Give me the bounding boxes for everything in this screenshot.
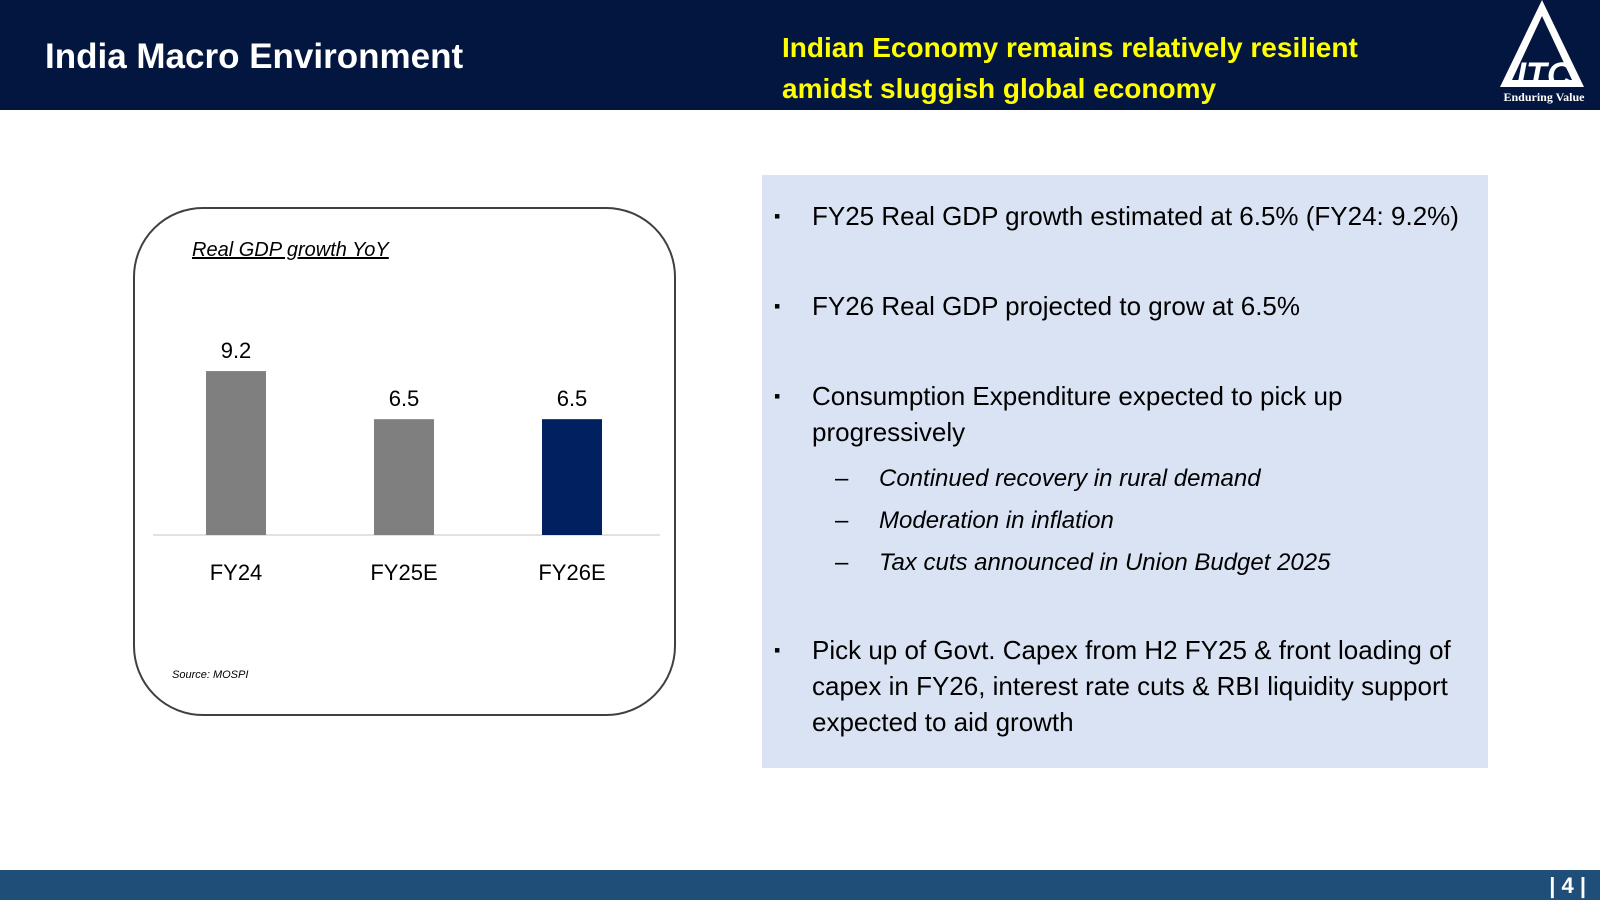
itc-logo: ITC Enduring Value <box>1488 0 1600 110</box>
bullet-text: Consumption Expenditure expected to pick… <box>812 381 1343 447</box>
bullet-text: Pick up of Govt. Capex from H2 FY25 & fr… <box>812 635 1451 737</box>
logo-text: Enduring Value <box>1503 90 1585 104</box>
bullet-capex: ▪ Pick up of Govt. Capex from H2 FY25 & … <box>774 632 1472 740</box>
tick-label-fy25e: FY25E <box>370 560 437 585</box>
tagline: Indian Economy remains relatively resili… <box>782 27 1422 109</box>
sub-bullet-marker: – <box>835 507 849 534</box>
sub-bullet-marker: – <box>835 549 849 576</box>
sub-bullet-rural-demand: – Continued recovery in rural demand <box>835 465 1261 493</box>
itc-logo-icon: ITC <box>1500 0 1584 90</box>
sub-bullet-text: Continued recovery in rural demand <box>879 465 1261 492</box>
bullet-marker: ▪ <box>774 386 781 406</box>
bullet-marker: ▪ <box>774 296 781 316</box>
tagline-line-1: Indian Economy remains relatively resili… <box>782 32 1358 63</box>
bullet-marker: ▪ <box>774 640 781 660</box>
page-number: | 4 | <box>1549 873 1586 898</box>
header-bar: India Macro Environment Indian Economy r… <box>0 0 1600 110</box>
bar-fy24 <box>206 371 266 535</box>
sub-bullet-tax-cuts: – Tax cuts announced in Union Budget 202… <box>835 549 1331 577</box>
svg-text:ITC: ITC <box>1517 56 1572 90</box>
data-label-fy25e: 6.5 <box>389 386 420 411</box>
commentary-panel: ▪ FY25 Real GDP growth estimated at 6.5%… <box>762 175 1488 768</box>
footer-bar: | 4 | <box>0 870 1600 900</box>
tick-label-fy26e: FY26E <box>538 560 605 585</box>
bullet-consumption: ▪ Consumption Expenditure expected to pi… <box>774 378 1472 450</box>
bullet-gdp-fy25: ▪ FY25 Real GDP growth estimated at 6.5%… <box>774 198 1472 234</box>
sub-bullet-text: Moderation in inflation <box>879 507 1114 534</box>
bullet-marker: ▪ <box>774 206 781 226</box>
chart-source: Source: MOSPI <box>172 669 249 681</box>
bar-fy26e <box>542 419 602 535</box>
page-title: India Macro Environment <box>45 37 464 76</box>
bullet-text: FY25 Real GDP growth estimated at 6.5% (… <box>812 201 1459 231</box>
bullet-gdp-fy26: ▪ FY26 Real GDP projected to grow at 6.5… <box>774 288 1472 324</box>
sub-bullet-inflation: – Moderation in inflation <box>835 507 1114 535</box>
gdp-chart-card: Real GDP growth YoY 9.2 FY24 6.5 FY25E 6.5 FY… <box>133 207 676 716</box>
tagline-line-2: amidst sluggish global economy <box>782 73 1217 104</box>
bar-fy25e <box>374 419 434 535</box>
chart-title: Real GDP growth YoY <box>192 239 389 261</box>
sub-bullet-text: Tax cuts announced in Union Budget 2025 <box>879 549 1331 576</box>
sub-bullet-marker: – <box>835 465 849 492</box>
tick-label-fy24: FY24 <box>210 560 263 585</box>
data-label-fy26e: 6.5 <box>557 386 588 411</box>
gdp-bar-chart: 9.2 FY24 6.5 FY25E 6.5 FY26E <box>153 338 660 585</box>
bullet-text: FY26 Real GDP projected to grow at 6.5% <box>812 291 1300 321</box>
data-label-fy24: 9.2 <box>221 338 252 363</box>
